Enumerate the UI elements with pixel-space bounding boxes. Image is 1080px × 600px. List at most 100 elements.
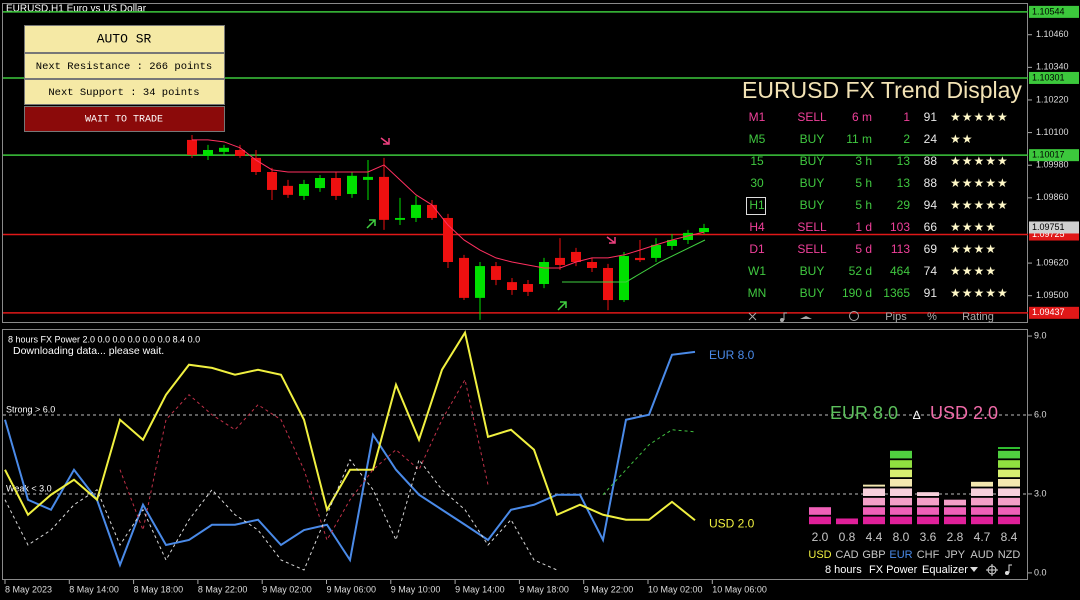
level-tag — [1029, 149, 1079, 162]
support-trend-line — [562, 239, 706, 283]
power-line — [119, 378, 489, 542]
candle-body — [427, 204, 437, 218]
candle-body — [267, 172, 277, 190]
bar-block — [863, 488, 885, 496]
duration: 5 h — [855, 198, 872, 212]
rating: ★★★★ — [950, 220, 997, 234]
bar-block — [917, 497, 939, 506]
rating: ★★★★★ — [950, 176, 1009, 190]
panel-title: AUTO SR — [97, 31, 152, 46]
y-tick-label: 1.09500 — [1036, 290, 1069, 300]
y-tick-label: 0.0 — [1034, 567, 1047, 577]
x-tick-label: 9 May 06:00 — [327, 584, 377, 594]
bar-block — [998, 469, 1020, 478]
strength-label: 2.8 — [947, 530, 964, 544]
y-tick-label: 1.10340 — [1036, 62, 1069, 72]
bar-block — [971, 507, 993, 515]
level-tag — [1029, 71, 1079, 84]
dropdown-icon — [970, 567, 978, 572]
signal: SELL — [797, 220, 827, 234]
bar-block — [998, 516, 1020, 525]
percent: 88 — [924, 154, 938, 168]
signal: BUY — [800, 264, 825, 278]
strength-bar — [863, 484, 885, 525]
candle-body — [363, 176, 373, 180]
percent: 69 — [924, 242, 938, 256]
strength-bar — [998, 447, 1020, 525]
timeframe: M1 — [749, 110, 766, 124]
level-label: 1.10301 — [1032, 72, 1065, 82]
next-resistance: Next Resistance : 266 points — [36, 61, 212, 73]
rating: ★★★★ — [950, 242, 997, 256]
candle-body — [411, 204, 421, 218]
status-box — [24, 106, 225, 132]
trend-title: EURUSD FX Trend Display — [742, 77, 1022, 103]
candle-body — [235, 149, 245, 156]
level-label: 1.10017 — [1032, 150, 1065, 160]
weakest-currency: USD 2.0 — [930, 403, 998, 423]
bar-block — [917, 507, 939, 515]
duration: 5 h — [855, 176, 872, 190]
toolbar-item[interactable]: 8 hours — [825, 564, 862, 576]
pips: 1365 — [883, 286, 910, 300]
candle-body — [555, 257, 565, 265]
current-price: 1.09751 — [1032, 222, 1065, 232]
bar-block — [890, 460, 912, 468]
toolbar-item[interactable]: FX Power — [869, 564, 918, 576]
x-tick-label: 10 May 02:00 — [648, 584, 703, 594]
toolbar-item[interactable]: Equalizer — [922, 564, 968, 576]
x-tick-label: 8 May 18:00 — [134, 584, 184, 594]
y-tick-label: 9.0 — [1034, 330, 1047, 340]
settings-icon — [986, 564, 998, 576]
duration: 6 m — [852, 110, 872, 124]
signal: SELL — [797, 242, 827, 256]
column-header: Rating — [962, 311, 994, 323]
pips: 13 — [897, 176, 911, 190]
currency-label: USD — [808, 549, 831, 561]
candle-body — [299, 183, 309, 196]
strength-label: 8.4 — [1001, 530, 1018, 544]
timeframe: 30 — [750, 176, 764, 190]
percent: 74 — [924, 264, 938, 278]
duration: 5 d — [855, 242, 872, 256]
level-label: 1.09725 — [1032, 229, 1065, 239]
bar-block — [917, 492, 939, 496]
strength-bar — [917, 492, 939, 525]
rating: ★★★★★ — [950, 286, 1009, 300]
strength-bar — [890, 450, 912, 525]
bar-block — [863, 516, 885, 525]
bar-block — [890, 488, 912, 496]
indicator-header: 8 hours FX Power 2.0 0.0 0.0 0.0 0.0 0.0… — [8, 334, 200, 344]
y-tick-label: 1.09980 — [1036, 160, 1069, 170]
candle-body — [443, 217, 453, 262]
duration: 52 d — [849, 264, 872, 278]
currency-label: AUD — [970, 549, 993, 561]
percent: 91 — [924, 110, 938, 124]
pips: 1 — [903, 110, 910, 124]
candle-body — [683, 232, 693, 240]
bar-block — [971, 488, 993, 496]
candle-body — [699, 228, 709, 233]
strength-label: 3.6 — [920, 530, 937, 544]
candle-body — [491, 266, 501, 280]
candle-body — [315, 177, 325, 189]
bar-block — [809, 507, 831, 515]
moving-average — [192, 139, 705, 269]
power-line — [4, 330, 696, 522]
candle-body — [619, 256, 629, 301]
currency-label: JPY — [945, 549, 966, 561]
trend-icon — [800, 316, 812, 319]
candle-body — [395, 217, 405, 220]
panel-box — [24, 79, 225, 105]
rating: ★★★★★ — [950, 198, 1009, 212]
bar-block — [890, 497, 912, 506]
y-tick-label: 1.09860 — [1036, 192, 1069, 202]
close-icon — [748, 312, 757, 321]
bar-block — [998, 460, 1020, 468]
sell-arrow — [606, 236, 616, 244]
candle-body — [459, 257, 469, 298]
currency-label: CHF — [917, 549, 940, 561]
selected-timeframe-box — [746, 197, 766, 215]
